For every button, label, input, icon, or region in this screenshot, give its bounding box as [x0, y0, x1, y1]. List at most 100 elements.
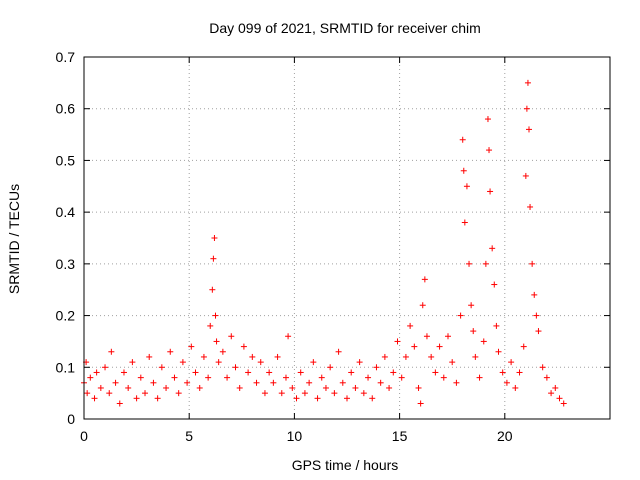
data-point	[335, 348, 342, 355]
data-point	[398, 374, 405, 381]
y-tick-label: 0.4	[56, 204, 76, 220]
data-point	[468, 302, 475, 309]
data-point	[129, 359, 136, 366]
data-point	[516, 369, 523, 376]
data-point	[512, 384, 519, 391]
x-tick-label: 20	[497, 428, 513, 444]
data-point	[306, 379, 313, 386]
data-point	[522, 172, 529, 179]
data-point	[411, 343, 418, 350]
data-point	[163, 384, 170, 391]
data-point	[209, 286, 216, 293]
data-point	[421, 276, 428, 283]
y-tick-label: 0.1	[56, 359, 76, 375]
data-point	[373, 364, 380, 371]
data-point	[356, 359, 363, 366]
data-point	[529, 260, 536, 267]
data-point	[137, 374, 144, 381]
data-point	[415, 384, 422, 391]
axis-ticks: 0 5 10 15 20 0 0.1 0.2 0.3 0.4 0.5 0.6 0.7	[56, 49, 610, 444]
data-point	[524, 79, 531, 86]
data-point	[278, 390, 285, 397]
data-point	[297, 369, 304, 376]
data-point	[352, 384, 359, 391]
data-point	[503, 379, 510, 386]
data-point	[175, 390, 182, 397]
data-point	[200, 353, 207, 360]
data-point	[112, 379, 119, 386]
data-point	[461, 219, 468, 226]
data-point	[327, 364, 334, 371]
data-point	[232, 364, 239, 371]
data-point	[531, 291, 538, 298]
data-point	[495, 348, 502, 355]
data-point	[171, 374, 178, 381]
y-tick-label: 0	[67, 411, 75, 427]
data-point	[228, 333, 235, 340]
data-point	[97, 384, 104, 391]
data-point	[205, 374, 212, 381]
data-point	[487, 188, 494, 195]
data-point	[480, 338, 487, 345]
data-point	[457, 312, 464, 319]
data-point	[213, 338, 220, 345]
data-point	[188, 343, 195, 350]
data-point	[535, 328, 542, 335]
data-point	[499, 369, 506, 376]
data-point	[87, 374, 94, 381]
x-tick-label: 0	[80, 428, 88, 444]
data-point	[179, 359, 186, 366]
x-tick-label: 5	[185, 428, 193, 444]
data-point	[390, 369, 397, 376]
data-point	[459, 136, 466, 143]
data-point	[520, 343, 527, 350]
y-tick-label: 0.5	[56, 152, 76, 168]
data-point	[482, 260, 489, 267]
data-point	[419, 302, 426, 309]
data-point	[282, 374, 289, 381]
data-point	[360, 390, 367, 397]
data-point	[184, 379, 191, 386]
data-point	[472, 353, 479, 360]
data-point	[215, 359, 222, 366]
data-point	[120, 369, 127, 376]
data-point	[285, 333, 292, 340]
data-point	[318, 374, 325, 381]
data-point	[344, 395, 350, 402]
data-point	[331, 390, 338, 397]
data-point	[253, 379, 260, 386]
data-point	[301, 390, 308, 397]
data-point	[293, 395, 300, 402]
data-point	[525, 126, 532, 133]
data-point	[470, 328, 477, 335]
data-point	[224, 374, 231, 381]
data-point	[556, 395, 563, 402]
data-point	[489, 245, 496, 252]
data-point	[249, 353, 256, 360]
chart-title: Day 099 of 2021, SRMTID for receiver chi…	[209, 20, 481, 36]
data-point	[240, 343, 247, 350]
x-tick-label: 10	[287, 428, 303, 444]
plot-frame	[83, 56, 611, 420]
data-point	[91, 395, 98, 402]
data-point	[339, 379, 346, 386]
data-point	[493, 322, 500, 329]
data-point	[348, 369, 355, 376]
data-point	[436, 343, 443, 350]
data-point	[432, 369, 439, 376]
data-point	[428, 353, 435, 360]
data-point	[539, 364, 546, 371]
data-point	[219, 348, 226, 355]
data-point	[377, 379, 384, 386]
data-points	[81, 79, 567, 407]
data-point	[365, 374, 372, 381]
data-point	[125, 384, 132, 391]
data-point	[491, 281, 498, 288]
data-point	[310, 359, 317, 366]
data-point	[211, 235, 218, 241]
data-point	[167, 348, 174, 355]
data-point	[402, 353, 409, 360]
y-tick-label: 0.2	[56, 308, 76, 324]
grid	[84, 57, 610, 419]
